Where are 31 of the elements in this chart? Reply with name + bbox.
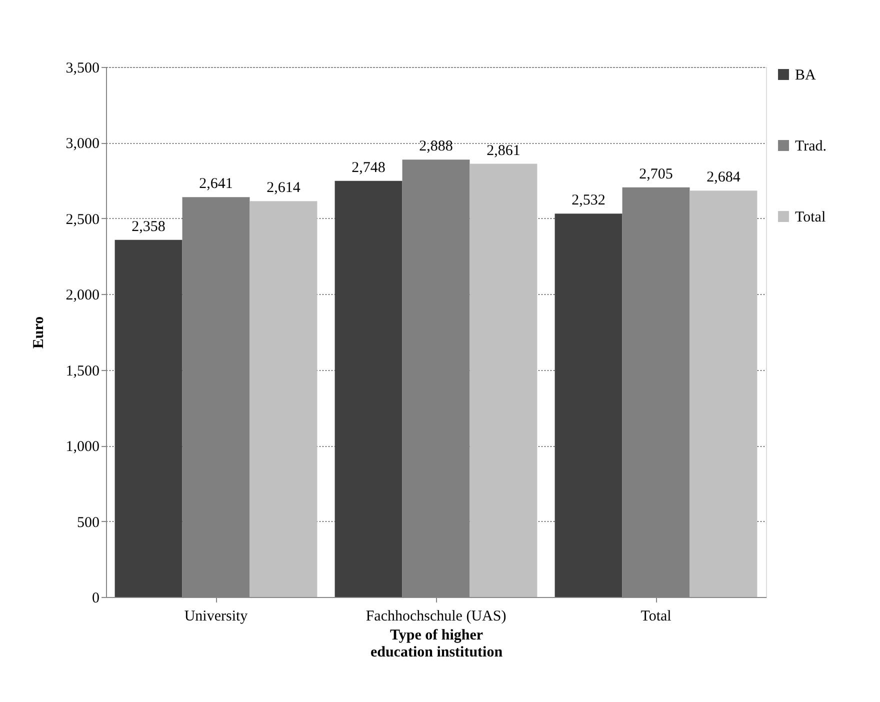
y-tick-label: 500 bbox=[77, 514, 100, 531]
x-axis-title: Type of higher education institution bbox=[370, 628, 504, 660]
data-label: 2,358 bbox=[132, 218, 166, 235]
y-tick-label: 0 bbox=[92, 590, 100, 606]
bar bbox=[470, 164, 538, 597]
x-tick-label: Total bbox=[640, 608, 672, 624]
data-label: 2,748 bbox=[352, 160, 386, 176]
legend-label: Total bbox=[795, 210, 826, 226]
y-tick-label: 3,500 bbox=[66, 60, 100, 76]
bar bbox=[114, 240, 182, 597]
y-tick-label: 1,000 bbox=[66, 439, 100, 456]
y-tick-label: 3,000 bbox=[66, 136, 100, 152]
data-label: 2,532 bbox=[572, 192, 606, 209]
data-label: 2,861 bbox=[486, 142, 520, 159]
legend-label: Trad. bbox=[795, 138, 827, 154]
data-label: 2,888 bbox=[419, 138, 453, 155]
y-tick-label: 1,500 bbox=[66, 363, 100, 380]
y-tick-label: 2,000 bbox=[66, 288, 100, 304]
data-label: 2,705 bbox=[639, 166, 673, 182]
data-label: 2,641 bbox=[199, 176, 233, 192]
bar bbox=[250, 201, 318, 597]
y-axis-title: Euro bbox=[30, 316, 47, 349]
y-tick-label: 2,500 bbox=[66, 212, 100, 228]
x-tick-label: University bbox=[184, 608, 248, 624]
legend-label: BA bbox=[795, 68, 816, 84]
x-tick-label: Fachhochschule (UAS) bbox=[366, 608, 506, 624]
data-label: 2,684 bbox=[706, 170, 741, 186]
data-label: 2,614 bbox=[266, 180, 301, 196]
bar bbox=[334, 180, 402, 597]
bar bbox=[690, 190, 758, 597]
bar bbox=[554, 214, 622, 597]
